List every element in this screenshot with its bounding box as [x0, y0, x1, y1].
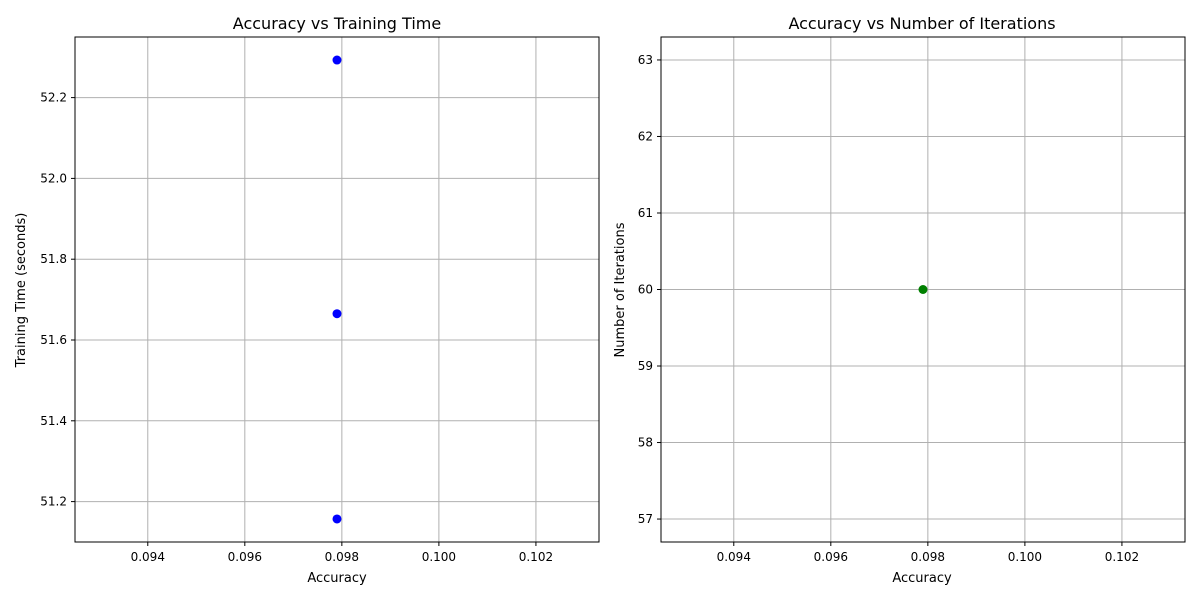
y-tick-label: 62	[638, 129, 653, 143]
y-tick-label: 57	[638, 512, 653, 526]
data-point	[332, 309, 342, 319]
plot-frame	[74, 36, 600, 543]
y-tick-label: 52.2	[40, 91, 67, 105]
data-point	[332, 514, 342, 524]
y-tick-label: 51.8	[40, 252, 67, 266]
x-tick-label: 0.094	[131, 550, 165, 564]
x-tick-label: 0.094	[717, 550, 751, 564]
x-axis-label: Accuracy	[892, 571, 952, 586]
y-tick-label: 61	[638, 206, 653, 220]
data-point	[332, 55, 342, 65]
x-tick-label: 0.096	[814, 550, 848, 564]
x-tick-label: 0.098	[325, 550, 359, 564]
x-tick-label: 0.102	[1105, 550, 1139, 564]
data-point	[918, 285, 928, 294]
y-axis-label: Number of Iterations	[613, 222, 628, 357]
y-axis-label: Training Time (seconds)	[14, 213, 29, 369]
y-tick-label: 51.4	[40, 414, 67, 428]
x-axis-label: Accuracy	[307, 571, 367, 586]
x-tick-label: 0.098	[911, 550, 945, 564]
y-tick-label: 59	[638, 359, 653, 373]
chart-title: Accuracy vs Number of Iterations	[788, 14, 1055, 33]
chart-title: Accuracy vs Training Time	[233, 14, 441, 33]
chart-accuracy-vs-training-time: Accuracy vs Training Time Accuracy Train…	[14, 14, 600, 586]
grid	[75, 37, 599, 542]
chart-accuracy-vs-iterations: Accuracy vs Number of Iterations Accurac…	[613, 14, 1186, 586]
x-tick-label: 0.102	[519, 550, 553, 564]
y-tick-label: 60	[638, 283, 653, 297]
x-tick-label: 0.096	[228, 550, 262, 564]
x-tick-label: 0.100	[422, 550, 456, 564]
y-tick-label: 58	[638, 436, 653, 450]
y-tick-label: 51.6	[40, 333, 67, 347]
y-tick-label: 51.2	[40, 495, 67, 509]
y-tick-label: 63	[638, 53, 653, 67]
plot-frame	[660, 36, 1186, 543]
y-tick-label: 52.0	[40, 171, 67, 185]
x-tick-label: 0.100	[1008, 550, 1042, 564]
